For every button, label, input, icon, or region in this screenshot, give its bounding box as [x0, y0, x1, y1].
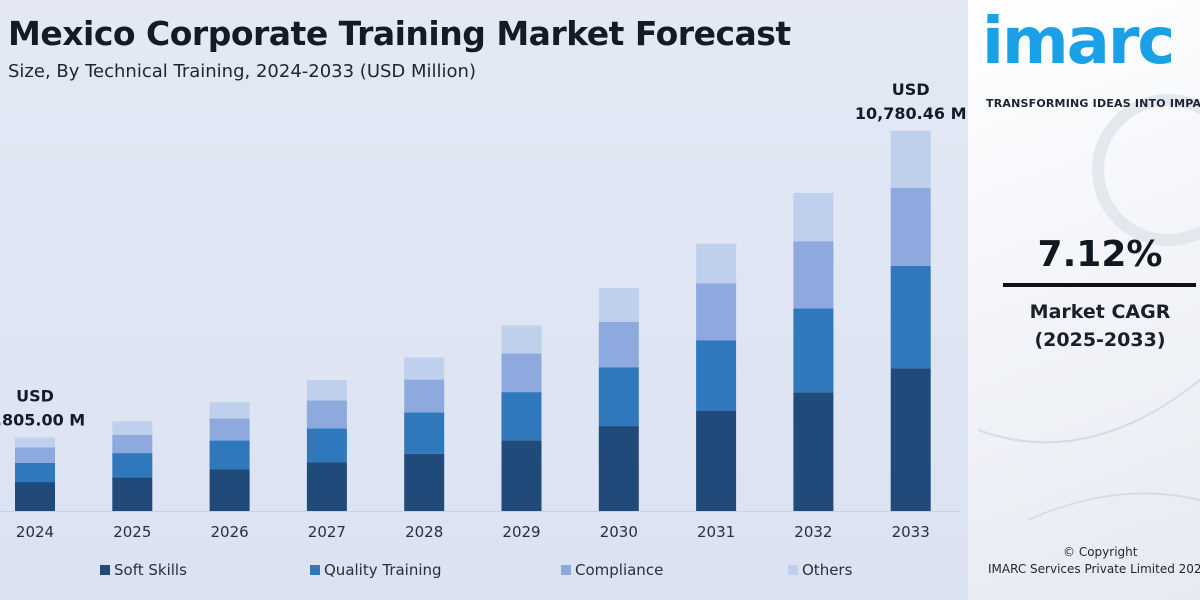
bar-quality-training-2027: [306, 428, 347, 463]
bar-compliance-2030: [598, 321, 639, 368]
bar-others-2024: [15, 437, 55, 448]
bar-soft-skills-2024: [15, 482, 55, 511]
legend-label-quality-training: Quality Training: [324, 561, 442, 579]
bar-quality-training-2026: [209, 440, 250, 470]
stacked-bar-chart: 2024 2025 2026 2027 2028 2029 2030 2031 2032 2033…: [0, 80, 967, 541]
bar-others-2027: [306, 380, 347, 401]
chart-title: Mexico Corporate Training Market Forecas…: [8, 14, 791, 53]
brand-tagline: TRANSFORMING IDEAS INTO IMPACT: [986, 97, 1200, 110]
bar-quality-training-2031: [696, 340, 737, 411]
bar-soft-skills-2031: [696, 410, 737, 511]
x-tick-label-2027: 2027: [308, 523, 346, 541]
legend-item-soft-skills: Soft Skills: [100, 561, 187, 579]
x-tick-label-2029: 2029: [502, 523, 540, 541]
copyright-line-2: IMARC Services Private Limited 2025: [988, 562, 1200, 576]
x-tick-label-2030: 2030: [600, 523, 638, 541]
x-tick-label-2033: 2033: [892, 523, 930, 541]
legend-label-soft-skills: Soft Skills: [114, 561, 187, 579]
annotation-value-2024: 3,805.00 M: [0, 411, 85, 430]
bar-compliance-2025: [112, 434, 153, 454]
x-tick-label-2031: 2031: [697, 523, 735, 541]
cagr-label-block: Market CAGR (2025-2033): [1000, 298, 1200, 354]
x-tick-label-2025: 2025: [113, 523, 151, 541]
bar-compliance-2029: [501, 353, 542, 393]
annotation-label-2024: USD: [16, 387, 54, 406]
bar-quality-training-2030: [598, 367, 639, 427]
bar-others-2030: [598, 288, 639, 322]
bar-quality-training-2029: [501, 392, 542, 441]
bar-others-2033: [890, 130, 931, 188]
bar-soft-skills-2028: [404, 453, 445, 511]
cagr-value: 7.12%: [1037, 234, 1163, 275]
legend-swatch-others: [788, 565, 798, 575]
bar-others-2026: [209, 401, 250, 419]
bar-compliance-2024: [15, 447, 55, 463]
bar-soft-skills-2029: [501, 440, 542, 511]
legend-item-quality-training: Quality Training: [310, 561, 442, 579]
bar-others-2028: [404, 357, 445, 380]
imarc-logo: imarc: [982, 5, 1175, 79]
bar-others-2031: [696, 243, 737, 284]
background-decoration: [977, 94, 1200, 521]
cagr-period: (2025-2033): [1034, 329, 1166, 351]
bar-soft-skills-2025: [112, 477, 153, 511]
legend-item-others: Others: [788, 561, 852, 579]
copyright-line-1: © Copyright: [1063, 545, 1138, 559]
bar-quality-training-2033: [890, 265, 931, 369]
bar-others-2032: [793, 192, 834, 242]
legend-item-compliance: Compliance: [561, 561, 663, 579]
bar-soft-skills-2033: [890, 368, 931, 511]
bar-compliance-2027: [306, 400, 347, 429]
annotation-value-2033: 10,780.46 M: [855, 104, 967, 123]
legend-swatch-soft-skills: [100, 565, 110, 575]
bar-quality-training-2032: [793, 308, 834, 393]
bar-soft-skills-2032: [793, 392, 834, 511]
bar-compliance-2031: [696, 283, 737, 341]
bar-soft-skills-2030: [598, 426, 639, 511]
bar-compliance-2026: [209, 418, 250, 441]
x-tick-label-2026: 2026: [211, 523, 249, 541]
bar-others-2029: [501, 325, 542, 354]
bar-others-2025: [112, 421, 153, 435]
info-panel: [968, 0, 1200, 600]
legend-label-others: Others: [802, 561, 853, 579]
bar-compliance-2032: [793, 241, 834, 309]
chart-subtitle: Size, By Technical Training, 2024-2033 (…: [8, 61, 476, 82]
cagr-divider: [1003, 283, 1196, 287]
bar-soft-skills-2027: [306, 462, 347, 511]
bar-quality-training-2028: [404, 412, 445, 454]
bar-soft-skills-2026: [209, 469, 250, 511]
x-tick-label-2032: 2032: [794, 523, 832, 541]
x-tick-label-2024: 2024: [16, 523, 54, 541]
copyright-notice: © Copyright IMARC Services Private Limit…: [988, 544, 1200, 578]
bar-quality-training-2025: [112, 453, 153, 478]
legend-swatch-compliance: [561, 565, 571, 575]
x-tick-label-2028: 2028: [405, 523, 443, 541]
annotation-label-2033: USD: [892, 80, 930, 99]
legend-swatch-quality-training: [310, 565, 320, 575]
cagr-label: Market CAGR: [1029, 301, 1171, 323]
bar-quality-training-2024: [15, 462, 55, 483]
bar-compliance-2033: [890, 187, 931, 266]
bar-compliance-2028: [404, 379, 445, 413]
legend-label-compliance: Compliance: [575, 561, 664, 579]
